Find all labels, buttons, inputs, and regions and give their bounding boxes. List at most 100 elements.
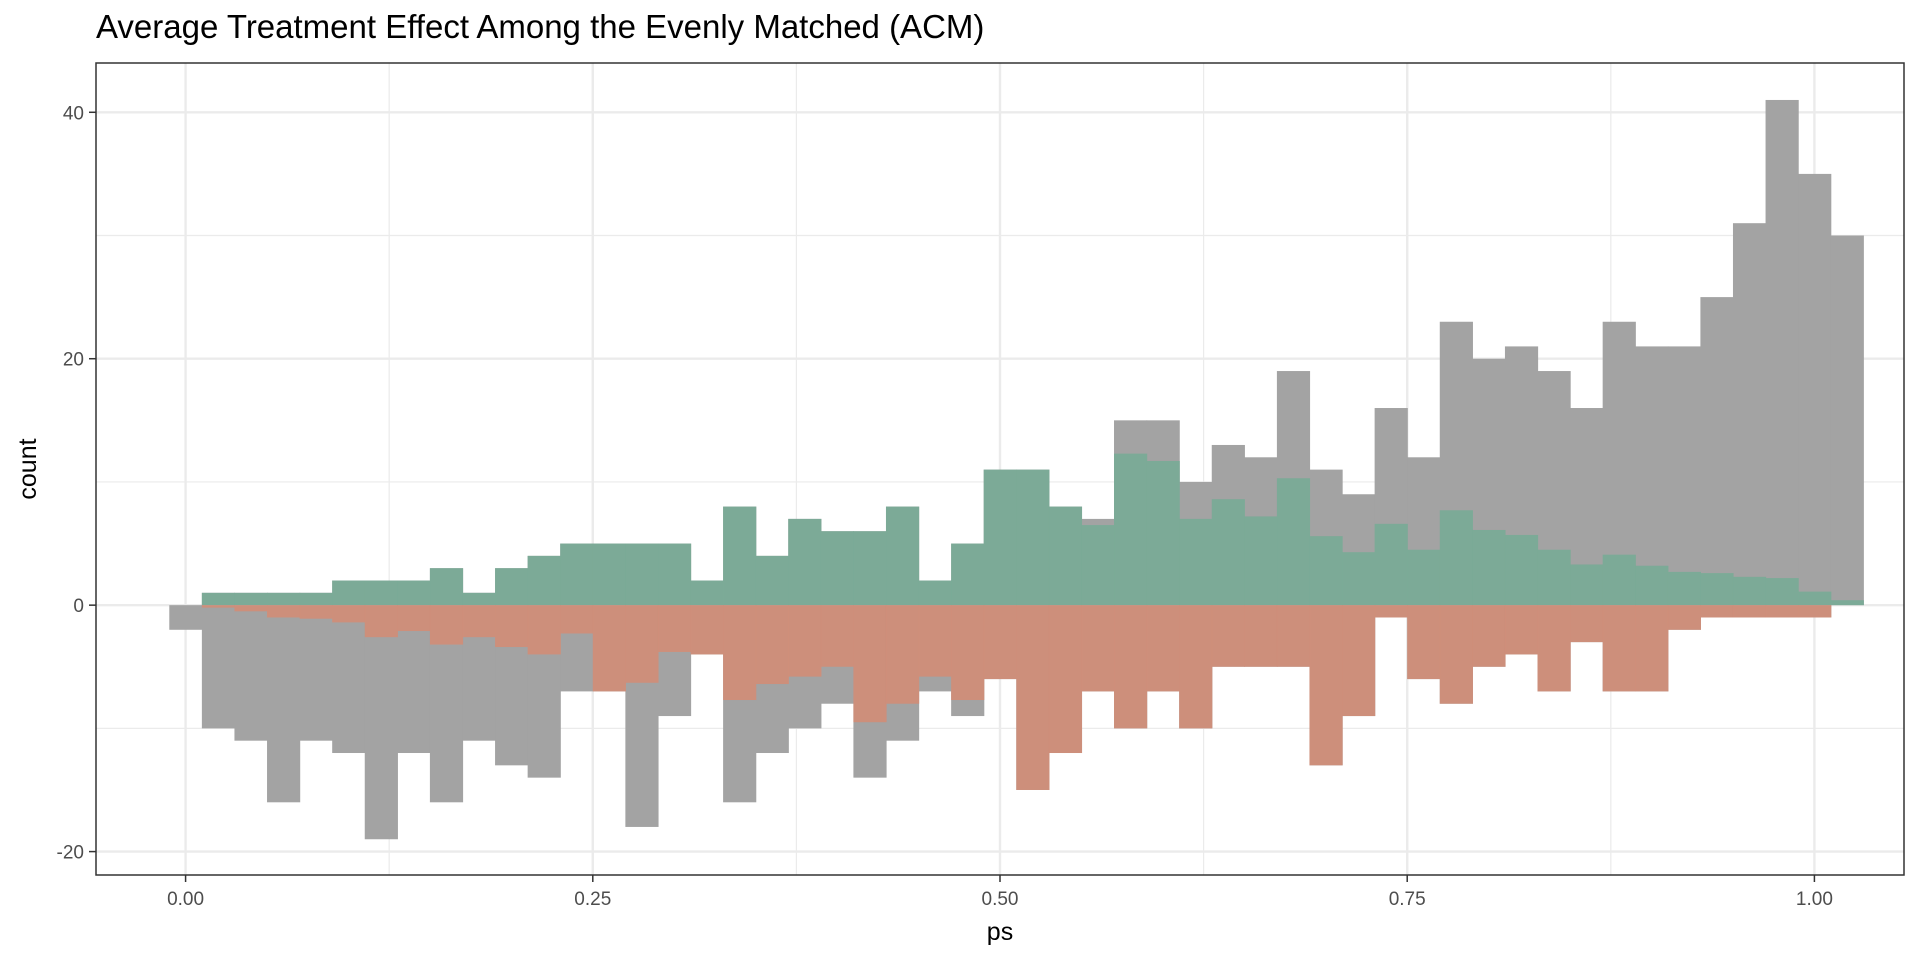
histogram-bar-matched-control-down — [234, 605, 268, 612]
histogram-bar-matched-treated-up — [332, 580, 366, 606]
histogram-bar-matched-treated-up — [951, 543, 985, 606]
histogram-bar-matched-treated-up — [1374, 523, 1408, 606]
histogram-bar-matched-control-down — [1146, 605, 1180, 692]
histogram-bar-matched-treated-up — [1667, 571, 1701, 606]
histogram-bar-matched-treated-up — [788, 518, 822, 606]
histogram-bar-all-down — [332, 605, 366, 754]
histogram-bar-matched-control-down — [1407, 605, 1441, 680]
histogram-bar-matched-treated-up — [1342, 552, 1376, 606]
histogram-bar-all-down — [234, 605, 268, 741]
histogram-bar-all-up — [1635, 346, 1669, 606]
histogram-bar-matched-treated-up — [820, 531, 855, 606]
histogram-bar-matched-control-down — [592, 605, 626, 692]
histogram-bar-matched-control-down — [1244, 605, 1278, 667]
histogram-bar-matched-treated-up — [1798, 591, 1832, 606]
histogram-bar-all-up — [1765, 99, 1799, 606]
histogram-bar-matched-control-down — [1635, 605, 1669, 692]
histogram-bar-matched-control-down — [1732, 605, 1767, 618]
histogram-bar-matched-control-down — [429, 605, 464, 645]
histogram-bar-all-up — [1700, 297, 1734, 606]
histogram-bar-matched-control-down — [1504, 605, 1539, 655]
histogram-bar-matched-control-down — [788, 605, 822, 677]
histogram-bar-matched-control-down — [1765, 605, 1799, 618]
histogram-bar-matched-treated-up — [495, 568, 529, 606]
histogram-bar-matched-treated-up — [1732, 576, 1767, 606]
histogram-bar-matched-control-down — [495, 605, 529, 648]
histogram-bar-matched-control-down — [1342, 605, 1376, 717]
x-axis-title: ps — [987, 918, 1013, 946]
histogram-bar-matched-control-down — [332, 605, 366, 623]
histogram-bar-matched-control-down — [983, 605, 1017, 680]
histogram-bar-matched-treated-up — [1179, 518, 1213, 606]
histogram-bar-matched-control-down — [657, 605, 692, 652]
histogram-bar-all-down — [364, 605, 398, 840]
histogram-bar-matched-treated-up — [657, 543, 692, 606]
histogram-bar-matched-treated-up — [1472, 529, 1506, 606]
histogram-bar-matched-treated-up — [1700, 573, 1734, 606]
histogram-bar-matched-control-down — [560, 605, 594, 634]
histogram-bar-matched-treated-up — [853, 531, 887, 606]
histogram-bar-matched-control-down — [820, 605, 855, 667]
x-tick-label: 0.00 — [167, 889, 204, 910]
histogram-bar-matched-control-down — [1439, 605, 1473, 704]
x-tick-label: 0.50 — [982, 889, 1019, 910]
histogram-bar-matched-control-down — [723, 605, 757, 701]
histogram-bar-matched-treated-up — [723, 506, 757, 606]
histogram-bar-all-down — [299, 605, 333, 741]
histogram-bar-matched-treated-up — [234, 592, 268, 606]
histogram-bar-matched-treated-up — [1830, 600, 1864, 606]
histogram-bar-matched-control-down — [201, 605, 236, 608]
histogram-bar-matched-control-down — [853, 605, 887, 723]
histogram-bar-all-up — [1830, 235, 1864, 606]
chart-title: Average Treatment Effect Among the Evenl… — [96, 8, 985, 45]
histogram-bar-matched-treated-up — [1537, 549, 1571, 606]
histogram-bar-matched-control-down — [1798, 605, 1832, 618]
histogram-bar-matched-control-down — [625, 605, 659, 683]
histogram-bar-matched-treated-up — [592, 543, 626, 606]
histogram-bar-matched-treated-up — [918, 580, 952, 606]
y-tick-label: 40 — [63, 103, 84, 124]
histogram-bar-matched-control-down — [1537, 605, 1571, 692]
histogram-bar-matched-treated-up — [885, 506, 920, 606]
histogram-bar-matched-treated-up — [364, 580, 398, 606]
histogram-bar-matched-control-down — [690, 605, 724, 655]
histogram-bar-matched-control-down — [1276, 605, 1311, 667]
histogram-bar-matched-treated-up — [690, 580, 724, 606]
histogram-bar-matched-treated-up — [983, 469, 1017, 606]
histogram-bar-matched-treated-up — [560, 543, 594, 606]
histogram-bar-matched-control-down — [1016, 605, 1050, 790]
histogram-bar-matched-treated-up — [397, 580, 431, 606]
histogram-bar-matched-treated-up — [462, 592, 496, 606]
y-axis-title: count — [14, 438, 42, 499]
histogram-bar-matched-control-down — [397, 605, 431, 632]
histogram-bar-matched-treated-up — [1048, 506, 1083, 606]
histogram-bar-matched-treated-up — [755, 555, 789, 606]
histogram-bar-matched-control-down — [462, 605, 496, 638]
histogram-bar-matched-control-down — [1114, 605, 1148, 729]
histogram-bar-matched-treated-up — [267, 592, 301, 606]
histogram-bar-all-down — [169, 605, 203, 630]
histogram-bars — [169, 99, 1864, 840]
histogram-bar-matched-treated-up — [1309, 536, 1343, 606]
histogram-bar-matched-control-down — [1211, 605, 1245, 667]
histogram-bar-all-up — [1732, 223, 1767, 606]
histogram-bar-matched-treated-up — [1602, 554, 1636, 606]
histogram-bar-matched-control-down — [1602, 605, 1636, 692]
y-tick-label: -20 — [57, 843, 84, 864]
x-tick-label: 0.25 — [574, 889, 611, 910]
histogram-bar-matched-control-down — [364, 605, 398, 638]
histogram-bar-matched-treated-up — [1407, 549, 1441, 606]
y-tick-label: 20 — [63, 350, 84, 371]
axis-ticks: 0.00 0.25 0.50 0.75 1.00 -20 0 20 40 — [57, 103, 1833, 910]
histogram-bar-matched-treated-up — [1276, 478, 1311, 606]
histogram-bar-matched-treated-up — [201, 592, 236, 606]
x-tick-label: 0.75 — [1389, 889, 1426, 910]
histogram-bar-all-down — [267, 605, 301, 803]
histogram-bar-matched-control-down — [918, 605, 952, 677]
histogram-bar-matched-treated-up — [1765, 578, 1799, 606]
histogram-bar-matched-treated-up — [1570, 564, 1604, 606]
histogram-bar-matched-treated-up — [429, 568, 464, 606]
y-tick-label: 0 — [73, 596, 84, 617]
histogram-bar-matched-treated-up — [299, 592, 333, 606]
